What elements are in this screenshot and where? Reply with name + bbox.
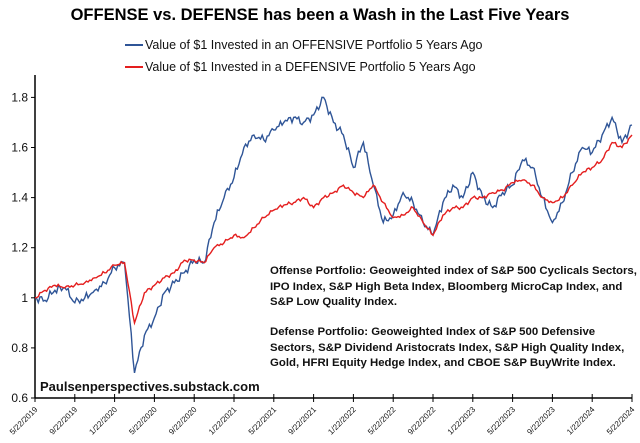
defense-series-line <box>34 134 633 326</box>
x-tick-label: 1/22/2021 <box>207 405 239 437</box>
x-tick-label: 5/22/2021 <box>247 405 279 437</box>
y-tick-label: 1.4 <box>11 191 28 205</box>
x-tick-label: 5/22/2023 <box>485 405 517 437</box>
legend-swatch-offense <box>125 44 143 46</box>
legend-swatch-defense <box>125 66 143 68</box>
x-tick-label: 1/22/2020 <box>87 405 119 437</box>
y-tick-label: 0.8 <box>11 341 28 355</box>
legend-item-defense: Value of $1 Invested in a DEFENSIVE Port… <box>125 60 476 74</box>
legend-item-offense: Value of $1 Invested in an OFFENSIVE Por… <box>125 38 482 52</box>
source-label: Paulsenperspectives.substack.com <box>40 379 260 394</box>
y-tick-label: 1 <box>21 291 28 305</box>
x-tick-label: 1/22/2022 <box>326 405 358 437</box>
y-tick-label: 0.6 <box>11 391 28 405</box>
offense-series-line <box>34 96 633 374</box>
x-tick-label: 9/22/2023 <box>525 405 557 437</box>
x-tick-label: 9/22/2020 <box>167 405 199 437</box>
x-tick-label: 1/22/2023 <box>446 405 478 437</box>
x-tick-label: 5/22/2022 <box>366 405 398 437</box>
x-tick-label: 1/22/2024 <box>565 405 597 437</box>
x-tick-label: 9/22/2022 <box>406 405 438 437</box>
legend-label-offense: Value of $1 Invested in an OFFENSIVE Por… <box>145 38 483 52</box>
chart-title: OFFENSE vs. DEFENSE has been a Wash in t… <box>70 6 570 24</box>
offense-annotation: Offense Portfolio: Geoweighted index of … <box>270 265 637 308</box>
x-tick-label: 5/22/2019 <box>8 405 40 437</box>
y-tick-label: 1.2 <box>11 241 28 255</box>
y-tick-label: 1.6 <box>11 141 28 155</box>
x-tick-label: 5/22/2020 <box>127 405 159 437</box>
legend-label-defense: Value of $1 Invested in a DEFENSIVE Port… <box>145 60 476 74</box>
x-tick-label: 9/22/2019 <box>48 405 80 437</box>
defense-annotation: Defense Portfolio: Geoweighted Index of … <box>270 326 625 369</box>
x-tick-label: 9/22/2021 <box>286 405 318 437</box>
y-tick-label: 1.8 <box>11 90 28 104</box>
x-tick-label: 5/22/2024 <box>605 405 637 437</box>
